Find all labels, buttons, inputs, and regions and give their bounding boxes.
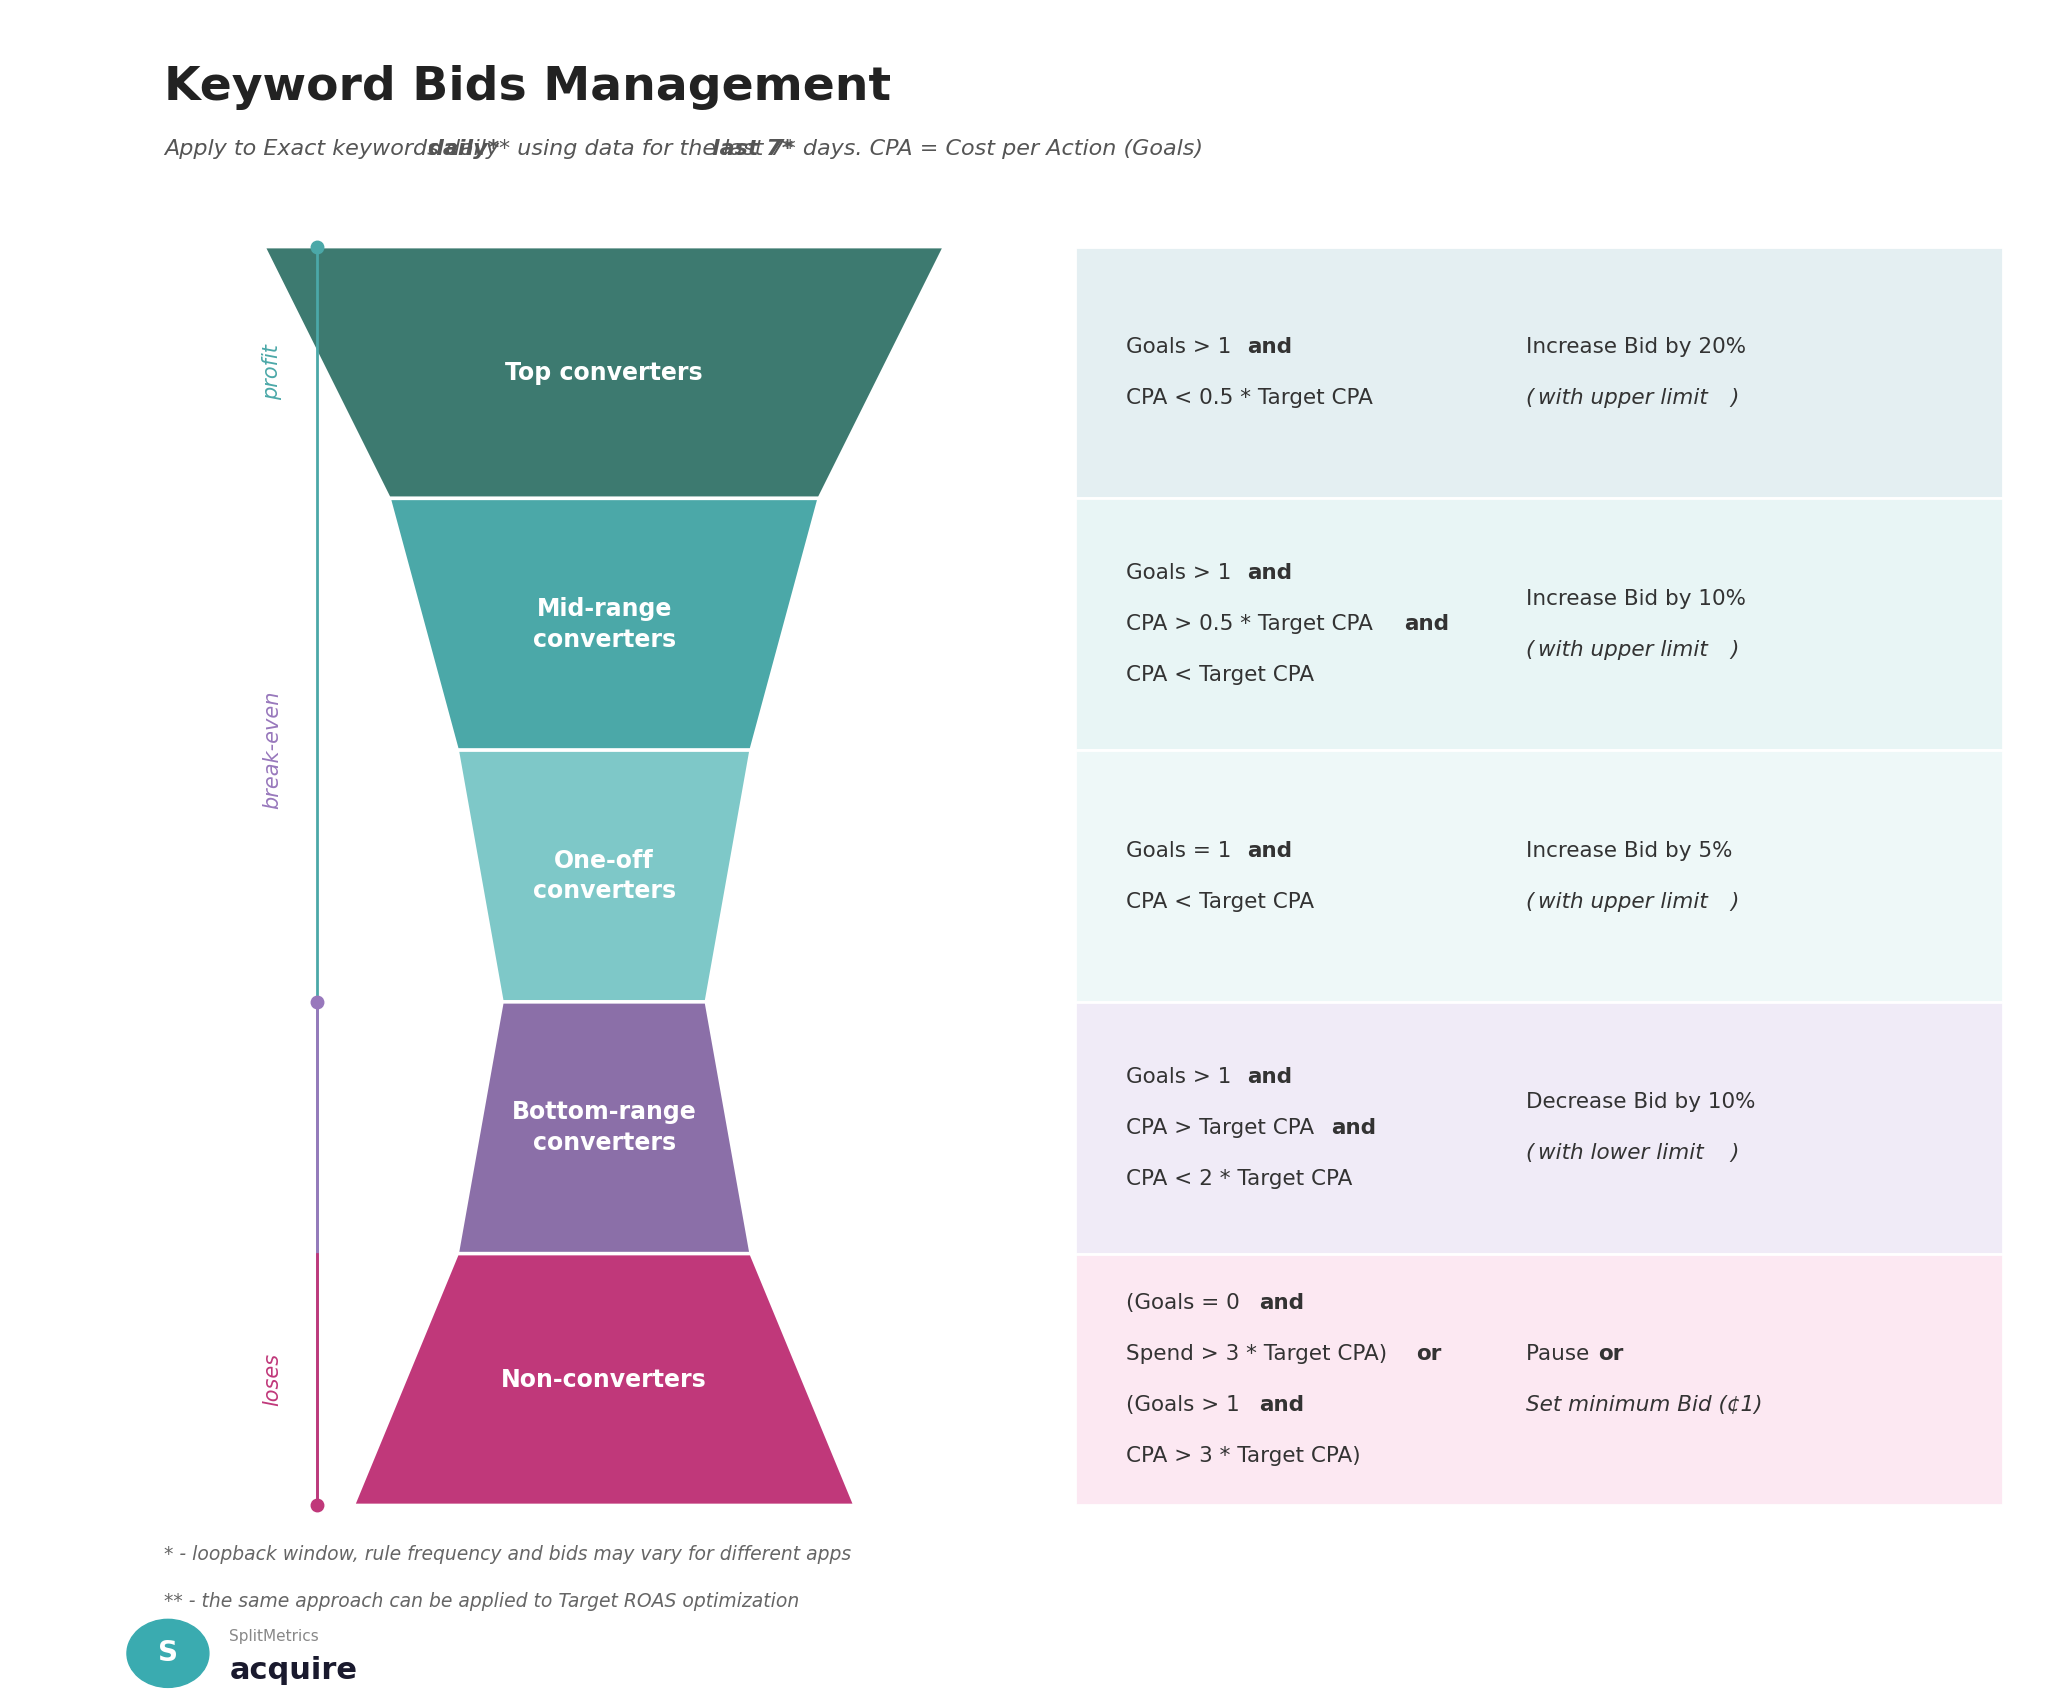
Text: and: and [1247,563,1292,583]
Text: ): ) [1731,1143,1739,1163]
Text: and: and [1260,1293,1305,1313]
Text: (: ( [1526,388,1534,408]
Text: SplitMetrics: SplitMetrics [229,1630,319,1643]
Text: Top converters: Top converters [506,361,702,384]
Text: break-even: break-even [262,691,283,810]
Text: Decrease Bid by 10%: Decrease Bid by 10% [1526,1092,1755,1112]
Text: Spend > 3 * Target CPA): Spend > 3 * Target CPA) [1126,1344,1395,1364]
Text: with upper limit: with upper limit [1538,388,1708,408]
FancyBboxPatch shape [1075,247,2003,498]
Text: (Goals = 0: (Goals = 0 [1126,1293,1247,1313]
Text: * - loopback window, rule frequency and bids may vary for different apps: * - loopback window, rule frequency and … [164,1545,852,1563]
Text: (: ( [1526,891,1534,912]
Text: last 7*: last 7* [713,139,793,160]
Text: or: or [1415,1344,1442,1364]
Text: and: and [1247,1067,1292,1087]
Text: Increase Bid by 10%: Increase Bid by 10% [1526,589,1745,609]
Text: or: or [1597,1344,1624,1364]
Text: CPA < Target CPA: CPA < Target CPA [1126,665,1315,686]
FancyBboxPatch shape [1075,498,2003,750]
Text: Keyword Bids Management: Keyword Bids Management [164,65,891,109]
FancyBboxPatch shape [1075,1002,2003,1254]
Text: Increase Bid by 20%: Increase Bid by 20% [1526,337,1745,357]
Text: Increase Bid by 5%: Increase Bid by 5% [1526,840,1733,861]
Text: Goals > 1: Goals > 1 [1126,1067,1239,1087]
Text: CPA < Target CPA: CPA < Target CPA [1126,891,1315,912]
Text: and: and [1403,614,1448,634]
Text: and: and [1247,840,1292,861]
Polygon shape [457,750,752,1002]
Text: (: ( [1526,1143,1534,1163]
Text: CPA > Target CPA: CPA > Target CPA [1126,1118,1321,1138]
Text: CPA > 0.5 * Target CPA: CPA > 0.5 * Target CPA [1126,614,1380,634]
Text: Goals > 1: Goals > 1 [1126,563,1239,583]
Text: CPA > 3 * Target CPA): CPA > 3 * Target CPA) [1126,1446,1362,1466]
Circle shape [127,1619,209,1687]
Polygon shape [457,1002,752,1254]
Text: Mid-range
converters: Mid-range converters [532,597,676,651]
Text: Non-converters: Non-converters [502,1368,707,1391]
Text: Apply to Exact keywords daily* using data for the last 7* days. CPA = Cost per A: Apply to Exact keywords daily* using dat… [164,139,1202,160]
Text: Pause: Pause [1526,1344,1595,1364]
Text: S: S [158,1640,178,1667]
Text: and: and [1331,1118,1376,1138]
Text: (Goals > 1: (Goals > 1 [1126,1395,1247,1415]
Text: with lower limit: with lower limit [1538,1143,1704,1163]
Text: ): ) [1731,640,1739,660]
Text: with upper limit: with upper limit [1538,891,1708,912]
Text: and: and [1247,337,1292,357]
Polygon shape [389,498,819,750]
Text: One-off
converters: One-off converters [532,849,676,903]
Text: Set minimum Bid (¢1): Set minimum Bid (¢1) [1526,1395,1761,1415]
Polygon shape [352,1254,856,1505]
FancyBboxPatch shape [1075,1254,2003,1505]
Text: with upper limit: with upper limit [1538,640,1708,660]
Text: Bottom-range
converters: Bottom-range converters [512,1101,696,1155]
Text: (: ( [1526,640,1534,660]
Text: ** - the same approach can be applied to Target ROAS optimization: ** - the same approach can be applied to… [164,1592,799,1611]
Text: CPA < 2 * Target CPA: CPA < 2 * Target CPA [1126,1169,1354,1189]
Text: Goals > 1: Goals > 1 [1126,337,1239,357]
Polygon shape [264,247,944,498]
FancyBboxPatch shape [1075,750,2003,1002]
Text: CPA < 0.5 * Target CPA: CPA < 0.5 * Target CPA [1126,388,1374,408]
Text: and: and [1260,1395,1305,1415]
Text: daily*: daily* [426,139,500,160]
Text: ): ) [1731,388,1739,408]
Text: acquire: acquire [229,1655,356,1686]
Text: loses: loses [262,1352,283,1407]
Text: Goals = 1: Goals = 1 [1126,840,1239,861]
Text: ): ) [1731,891,1739,912]
Text: profit: profit [262,345,283,400]
